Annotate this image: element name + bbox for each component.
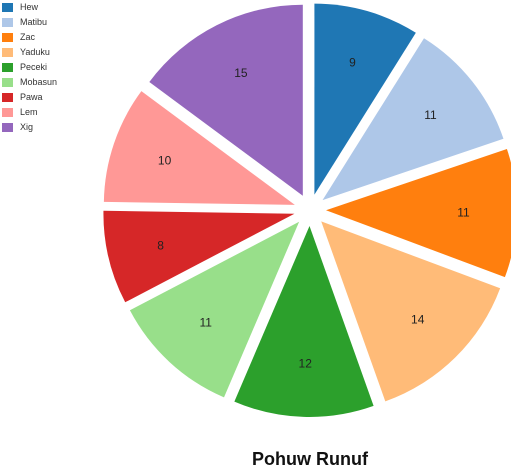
legend-item-peceki: Peceki	[0, 60, 57, 75]
legend-swatch	[2, 78, 13, 87]
pie-slice-xig	[149, 4, 303, 196]
slice-value-label-yaduku: 14	[411, 312, 425, 326]
pie-slice-zac	[325, 148, 511, 278]
legend-label: Matibu	[20, 17, 48, 27]
slice-value-label-mobasun: 11	[200, 316, 213, 330]
legend-label: Yaduku	[20, 47, 50, 57]
pie-slice-mobasun	[129, 221, 300, 398]
legend-swatch	[2, 63, 13, 72]
pie-slice-yaduku	[321, 221, 501, 402]
legend-swatch	[2, 123, 13, 132]
pie-slice-hew	[314, 3, 416, 195]
legend-item-matibu: Matibu	[0, 15, 57, 30]
legend-label: Pawa	[20, 92, 43, 102]
legend-item-zac: Zac	[0, 30, 57, 45]
legend-item-hew: Hew	[0, 0, 57, 15]
legend-swatch	[2, 18, 13, 27]
legend-swatch	[2, 48, 13, 57]
legend-item-lem: Lem	[0, 105, 57, 120]
slice-value-label-pawa: 8	[157, 238, 164, 252]
legend-swatch	[2, 33, 13, 42]
pie-slice-matibu	[322, 38, 504, 201]
legend-label: Xig	[20, 122, 34, 132]
legend-item-yaduku: Yaduku	[0, 45, 57, 60]
legend-item-mobasun: Mobasun	[0, 75, 57, 90]
legend-item-pawa: Pawa	[0, 90, 57, 105]
pie-slice-pawa	[103, 210, 295, 303]
pie-slice-lem	[103, 91, 295, 205]
slice-value-label-matibu: 11	[424, 108, 437, 122]
slice-value-label-lem: 10	[158, 154, 172, 168]
legend-swatch	[2, 108, 13, 117]
legend-label: Zac	[20, 32, 36, 42]
slice-value-label-xig: 15	[234, 66, 248, 80]
legend-swatch	[2, 93, 13, 102]
legend-label: Mobasun	[20, 77, 58, 87]
chart-title: Pohuw Runuf	[252, 449, 368, 469]
legend-label: Hew	[20, 2, 39, 12]
legend-label: Peceki	[20, 62, 48, 72]
legend-item-xig: Xig	[0, 120, 57, 135]
legend: Hew Matibu Zac Yaduku Peceki Mobasun Pawa Lem Xi…	[0, 0, 57, 135]
legend-swatch	[2, 3, 13, 12]
slice-value-label-peceki: 12	[299, 356, 313, 370]
slice-value-label-hew: 9	[349, 55, 356, 69]
legend-label: Lem	[20, 107, 38, 117]
pie-slice-peceki	[234, 225, 374, 417]
slice-value-label-zac: 11	[457, 205, 470, 219]
